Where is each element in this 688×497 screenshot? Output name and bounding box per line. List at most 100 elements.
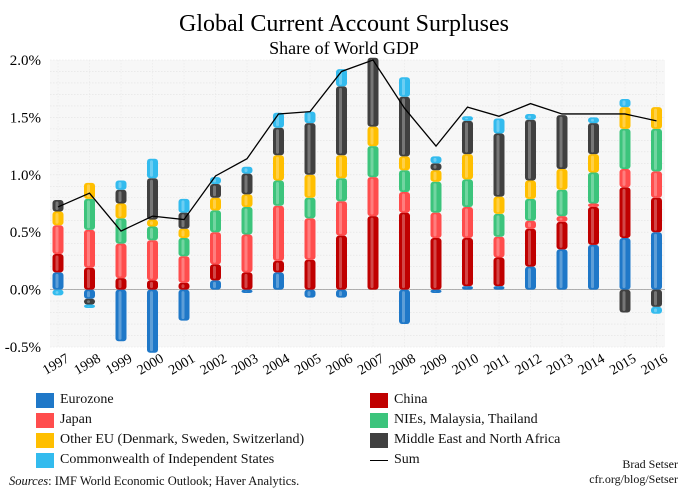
legend-swatch-eurozone (36, 392, 54, 408)
author-name: Brad Setser (622, 457, 678, 471)
bar-highlight (213, 265, 216, 279)
legend-swatch-china (370, 392, 388, 408)
legend-label-japan: Japan (60, 412, 92, 427)
bar-highlight (402, 171, 405, 191)
bar-highlight (496, 258, 500, 285)
bar-highlight (307, 261, 311, 289)
x-tick-label: 2007 (355, 351, 387, 378)
bar-highlight (559, 191, 563, 215)
bar-highlight (622, 130, 626, 168)
bar-highlight (181, 239, 185, 255)
legend-label-cis: Commonwealth of Independent States (60, 452, 275, 467)
bar-highlight (622, 188, 626, 237)
bar-highlight (433, 164, 437, 169)
x-tick-label: 2004 (261, 351, 293, 378)
plot-area: -0.5%0.0%0.5%1.0%1.5%2.0%1997 1998 1999 200… (5, 53, 671, 378)
legend-item-other-eu: Other EU (Denmark, Sweden, Switzerland) (36, 430, 304, 450)
legend-swatch-japan (36, 412, 54, 428)
x-tick-label: 2010 (450, 351, 482, 378)
bar-highlight (528, 230, 531, 266)
bar-highlight (276, 156, 279, 180)
bar-highlight (55, 201, 59, 211)
bar-highlight (402, 78, 405, 96)
bar-highlight (244, 168, 248, 173)
bar-highlight (370, 147, 374, 176)
bar-highlight (339, 156, 342, 177)
legend: Eurozone Japan Other EU (Denmark, Sweden… (0, 386, 688, 476)
bar-highlight (559, 116, 563, 168)
x-tick-label: 2016 (639, 351, 671, 378)
bar-highlight (496, 134, 500, 196)
x-tick-label: 2014 (576, 351, 608, 378)
bar-highlight (181, 214, 185, 228)
bar-highlight (87, 200, 90, 229)
bar-highlight (339, 179, 342, 200)
bar-highlight (276, 207, 279, 260)
bar-highlight (496, 120, 500, 132)
x-tick-label: 2011 (482, 352, 513, 379)
bar-highlight (181, 257, 185, 282)
bar-highlight (465, 155, 468, 178)
bar-highlight (276, 129, 279, 154)
bar-highlight (307, 291, 311, 297)
bar-highlight (181, 291, 185, 320)
chart-subtitle: Share of World GDP (269, 38, 419, 58)
bar-highlight (55, 226, 59, 253)
bar-highlight (55, 213, 59, 224)
x-tick-label: 2003 (229, 351, 261, 378)
bar-highlight (213, 233, 216, 263)
legend-item-cis: Commonwealth of Independent States (36, 450, 274, 470)
x-tick-label: 1999 (103, 351, 135, 378)
bar-highlight (622, 170, 626, 186)
chart-title: Global Current Account Surpluses (179, 11, 509, 37)
bar-highlight (244, 195, 248, 206)
y-tick-label: 0.5% (10, 225, 41, 241)
legend-swatch-sum (370, 459, 388, 461)
bar-highlight (150, 281, 153, 289)
bar-highlight (307, 124, 311, 174)
legend-label-nies: NIEs, Malaysia, Thailand (394, 412, 538, 427)
bar-highlight (276, 182, 279, 205)
bar-highlight (528, 182, 531, 198)
bar-highlight (213, 281, 216, 289)
x-tick-label: 2013 (544, 351, 576, 378)
legend-swatch-mena (370, 432, 388, 448)
bar-highlight (402, 157, 405, 169)
bar-highlight (654, 291, 657, 306)
bar-highlight (87, 291, 90, 298)
legend-item-nies: NIEs, Malaysia, Thailand (370, 410, 538, 430)
sum-line (57, 59, 657, 232)
bar-highlight (402, 98, 405, 155)
legend-label-mena: Middle East and North Africa (394, 432, 561, 447)
bar-highlight (118, 279, 122, 289)
x-tick-label: 2002 (198, 351, 230, 378)
bar-highlight (622, 291, 626, 312)
x-tick-label: 2006 (324, 351, 356, 378)
y-tick-label: -0.5% (5, 340, 41, 356)
bar-highlight (181, 284, 185, 289)
bar-highlight (465, 180, 468, 206)
bar-highlight (496, 198, 500, 213)
y-tick-label: 1.0% (10, 168, 41, 184)
bar-highlight (559, 170, 563, 189)
bar-highlight (528, 222, 531, 228)
sources-label: Sources (9, 474, 49, 488)
legend-item-eurozone: Eurozone (36, 390, 114, 410)
x-tick-label: 2001 (166, 351, 198, 378)
x-tick-label: 2005 (292, 351, 324, 378)
legend-label-sum: Sum (394, 452, 420, 467)
bar-highlight (118, 219, 122, 243)
x-tick-label: 2009 (418, 351, 450, 378)
bar-highlight (433, 214, 437, 237)
bar-highlight (465, 122, 468, 153)
legend-label-china: China (394, 392, 428, 407)
bar-highlight (307, 176, 311, 197)
bar-highlight (433, 239, 437, 289)
legend-item-sum: Sum (370, 450, 420, 470)
bar-highlight (118, 245, 122, 277)
bar-highlight (244, 235, 248, 271)
bar-highlight (591, 246, 594, 289)
bar-highlight (433, 183, 437, 212)
bar-highlight (402, 214, 405, 289)
bar-highlight (370, 59, 374, 126)
